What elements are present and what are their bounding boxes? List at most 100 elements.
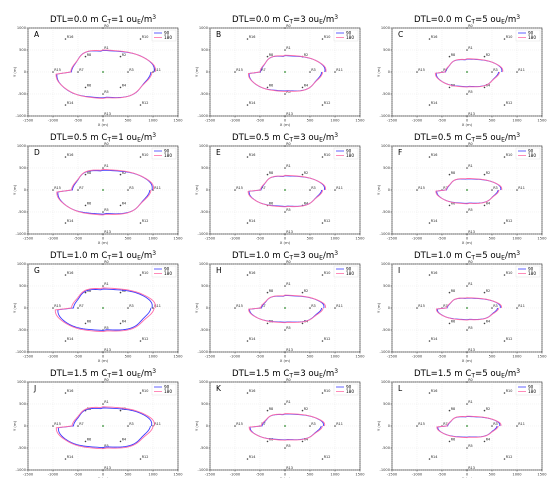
panel-title: DTL=1.0 m CT=5 ouE/m3 <box>414 250 520 262</box>
y-axis-label: Y (m) <box>12 184 17 195</box>
x-tick-label: 0 <box>466 119 469 123</box>
receptor-label: R13 <box>468 466 475 470</box>
title-part: T <box>288 373 293 380</box>
receptor-point <box>234 307 236 309</box>
y-tick-label: -500 <box>200 328 209 332</box>
title-part: 0.5 m <box>74 133 99 143</box>
x-tick-label: -500 <box>74 355 83 359</box>
title-part: DTL= <box>50 15 74 25</box>
title-part: 5 <box>482 133 487 143</box>
receptor-label: R15 <box>236 422 243 426</box>
y-tick-label: 1000 <box>381 380 391 384</box>
receptor-point <box>77 307 79 309</box>
x-tick-label: 1500 <box>355 473 365 477</box>
title-part: = <box>111 133 118 143</box>
x-tick-label: 500 <box>489 473 497 477</box>
receptor-label: R2 <box>486 171 491 175</box>
receptor-point <box>246 340 249 342</box>
receptor-point <box>301 173 304 176</box>
receptor-point <box>516 307 518 309</box>
receptor-label: R11 <box>154 422 161 426</box>
title-part: = <box>475 133 482 143</box>
title-part: ou <box>490 133 501 143</box>
title-part: C <box>465 251 471 261</box>
receptor-point <box>64 458 67 460</box>
y-tick-label: 500 <box>19 48 27 52</box>
title-part: DTL= <box>232 133 256 143</box>
x-tick-label: 500 <box>125 119 133 123</box>
receptor-label: R4 <box>486 438 491 442</box>
y-tick-label: 1000 <box>199 26 209 30</box>
title-part: 1 <box>118 251 123 261</box>
receptor-point <box>503 104 506 106</box>
y-tick-label: -500 <box>18 328 27 332</box>
y-tick-label: -1000 <box>16 468 27 472</box>
source-point <box>284 425 286 427</box>
y-axis-label: Y (m) <box>194 302 199 313</box>
y-tick-label: 500 <box>201 284 209 288</box>
title-part: T <box>470 255 475 262</box>
receptor-point <box>266 173 269 176</box>
contour-line-90 <box>57 288 153 331</box>
y-axis-label: Y (m) <box>376 420 381 431</box>
legend-box <box>333 265 359 278</box>
x-tick-label: 1000 <box>148 237 158 241</box>
y-tick-label: 1000 <box>381 144 391 148</box>
receptor-label: R6 <box>87 202 92 206</box>
contour-line-180 <box>54 287 156 333</box>
receptor-label: R13 <box>104 348 111 352</box>
x-tick-label: -1500 <box>387 355 398 359</box>
receptor-point <box>139 458 142 460</box>
legend-label: 180 <box>164 153 172 158</box>
title-part: 1.0 m <box>74 251 99 261</box>
title-part: /m <box>323 133 334 143</box>
receptor-point <box>309 425 311 427</box>
y-axis-label: Y (m) <box>194 420 199 431</box>
receptor-label: R10 <box>324 35 331 39</box>
receptor-label: R16 <box>431 153 438 157</box>
receptor-label: R11 <box>518 304 525 308</box>
receptor-point <box>64 156 67 158</box>
receptor-point <box>119 173 122 176</box>
receptor-point <box>102 381 104 383</box>
receptor-point <box>266 291 269 294</box>
x-tick-label: 0 <box>466 473 469 477</box>
receptor-label: R3 <box>311 304 316 308</box>
receptor-point <box>448 204 451 207</box>
y-tick-label: -1000 <box>16 350 27 354</box>
y-tick-label: 500 <box>201 48 209 52</box>
receptor-point <box>284 329 286 331</box>
title-part: /m <box>505 251 516 261</box>
title-part: E <box>137 137 141 144</box>
receptor-label: R12 <box>142 455 149 459</box>
panel-letter: C <box>398 30 403 39</box>
receptor-label: R10 <box>324 153 331 157</box>
receptor-label: R0 <box>104 378 109 382</box>
title-part: 0.0 m <box>438 15 463 25</box>
receptor-point <box>466 469 468 471</box>
legend-label: 90 <box>164 149 170 154</box>
receptor-point <box>102 27 104 29</box>
x-tick-label: -500 <box>256 355 265 359</box>
receptor-point <box>301 291 304 294</box>
y-tick-label: 0 <box>24 424 27 428</box>
x-tick-label: -1500 <box>205 237 216 241</box>
x-tick-label: -1000 <box>230 355 241 359</box>
receptor-point <box>84 440 87 443</box>
y-tick-label: -1000 <box>198 114 209 118</box>
receptor-label: R14 <box>249 455 256 459</box>
receptor-label: R4 <box>122 84 127 88</box>
receptor-label: R15 <box>236 68 243 72</box>
legend-label: 180 <box>528 271 536 276</box>
contour-line-180 <box>435 177 503 205</box>
receptor-point <box>516 425 518 427</box>
title-part: /m <box>505 369 516 379</box>
receptor-label: R16 <box>67 389 74 393</box>
contour-line-180 <box>55 406 155 450</box>
y-axis-label: Y (m) <box>376 302 381 313</box>
legend-box <box>151 383 177 396</box>
panel-a: DTL=0.0 m CT=1 ouE/m3-1500 -1000 -500 0 500 1… <box>12 14 183 127</box>
title-part: E <box>137 19 141 26</box>
title-part: 3 <box>300 133 305 143</box>
x-axis-label: X (m) <box>462 122 473 127</box>
